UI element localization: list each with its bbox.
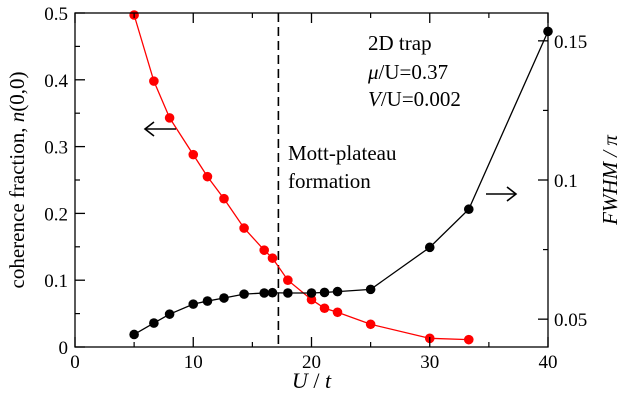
series-point-right	[424, 242, 435, 253]
series-point-right	[306, 288, 317, 298]
y-right-tick-label: 0.1	[554, 171, 578, 192]
series-point-left	[365, 319, 376, 330]
series-point-right	[202, 296, 213, 306]
series-point-right	[149, 318, 159, 328]
axis-ticks: 0 10 20 30 40 0 0.1 0.2 0.3 0.4 0.5 0.05 0.1 0.15	[44, 4, 587, 373]
series-point-left	[306, 294, 317, 305]
series-point-left	[332, 307, 343, 318]
arrow-left-icon	[143, 121, 176, 137]
series-point-left	[202, 171, 213, 182]
series-point-left	[219, 193, 229, 204]
series-point-right	[319, 287, 330, 298]
series-point-left	[267, 253, 278, 263]
x-axis-label: U / t	[292, 368, 332, 393]
series-point-right	[463, 204, 474, 215]
series-point-right	[283, 288, 293, 298]
x-axis-label-var: U	[292, 368, 310, 393]
series-point-right	[259, 288, 270, 298]
series-point-right	[129, 329, 139, 340]
series-point-right	[365, 284, 376, 295]
annotation-mu: μ/U=0.37	[367, 60, 448, 84]
arrow-left-head	[143, 121, 155, 137]
series-point-right	[219, 293, 229, 303]
y-right-tick-label: 0.05	[554, 310, 587, 331]
series-point-right	[239, 289, 249, 299]
y-left-tick-label: 0	[59, 338, 69, 359]
y-axis-right-label: FWHM / π	[598, 135, 622, 226]
x-axis-label-den: t	[325, 368, 332, 393]
arrow-right-head	[506, 186, 518, 202]
series-point-left	[149, 76, 159, 86]
series-point-right	[267, 287, 278, 298]
series-point-right	[188, 299, 199, 309]
series-point-left	[283, 275, 293, 286]
annotation-mu-var: μ	[367, 60, 379, 84]
x-tick-label: 0	[70, 352, 80, 373]
series-point-right	[332, 286, 343, 297]
arrow-right-icon	[486, 186, 518, 202]
annotation-mu-rest: /U=0.37	[379, 60, 449, 84]
series-point-right	[164, 309, 175, 319]
series-point-left	[188, 149, 199, 160]
annotation-v-var: V	[368, 87, 383, 111]
series-point-left	[463, 334, 474, 345]
y-left-tick-label: 0.4	[44, 71, 68, 92]
series-point-left	[164, 113, 175, 123]
series-point-left	[239, 223, 249, 233]
y-left-tick-label: 0.2	[44, 204, 68, 225]
y-left-tick-label: 0.1	[44, 271, 68, 292]
series-point-left	[319, 303, 330, 314]
mott-label-line2: formation	[288, 169, 371, 193]
mott-label-line1: Mott-plateau	[288, 141, 397, 165]
x-tick-label: 20	[302, 352, 321, 373]
y-left-label-arg: (0,0)	[5, 72, 29, 112]
annotation-trap: 2D trap	[368, 31, 432, 55]
annotation-v: V/U=0.002	[368, 87, 461, 111]
y-axis-left-label: coherence fraction, n(0,0)	[5, 72, 29, 289]
series-point-left	[259, 245, 270, 255]
y-left-label-var: n	[5, 112, 29, 123]
series-group	[129, 10, 553, 345]
series-line-left	[133, 14, 469, 341]
y-right-tick-label: 0.15	[554, 32, 587, 53]
x-axis-label-sep: /	[308, 368, 325, 393]
y-left-tick-label: 0.5	[44, 4, 68, 25]
y-left-tick-label: 0.3	[44, 138, 68, 159]
x-tick-label: 10	[184, 352, 203, 373]
x-tick-label: 30	[420, 352, 439, 373]
x-tick-label: 40	[539, 352, 558, 373]
annotation-v-rest: /U=0.002	[381, 87, 461, 111]
y-left-label-text: coherence fraction,	[5, 122, 29, 288]
